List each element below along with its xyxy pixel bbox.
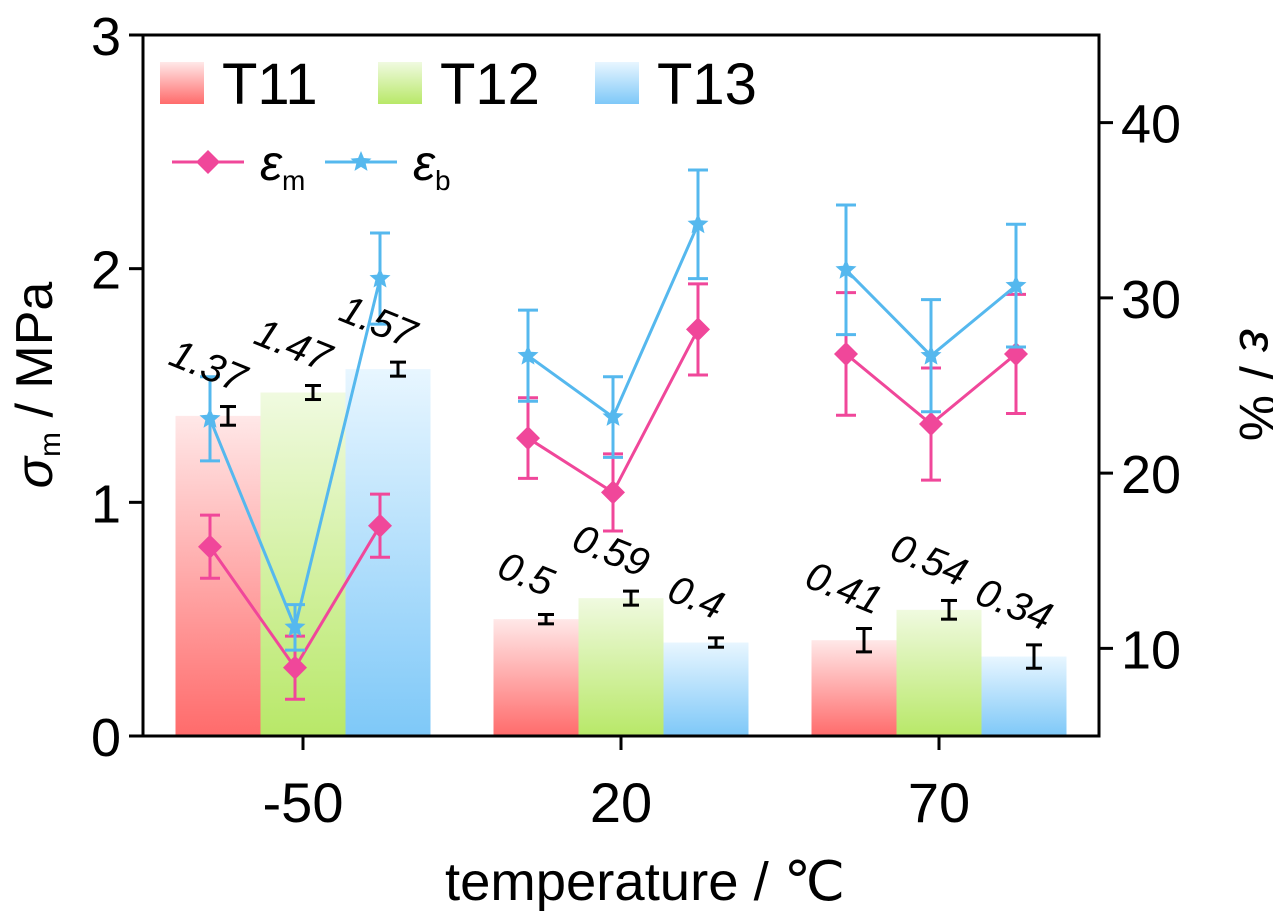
- y-right-tick-label: 20: [1121, 445, 1181, 505]
- y-right-title-main: ε: [1228, 329, 1273, 353]
- bar-value-label: 1.57: [334, 287, 424, 358]
- bar-value-label: 0.59: [567, 516, 656, 586]
- lines-layer: [198, 168, 1028, 701]
- bar-value-label: 0.54: [885, 525, 974, 595]
- line-point-diamond: [834, 341, 858, 366]
- y-left-tick-label: 1: [91, 474, 121, 534]
- y-axis-left-title: σm / MPa: [6, 282, 67, 489]
- bar-t13-20: [663, 642, 749, 736]
- line-point-diamond: [601, 480, 625, 505]
- line-point-star: [602, 406, 624, 426]
- legend-label-t11: T11: [222, 52, 318, 117]
- x-tick-label: 70: [908, 771, 970, 834]
- bar-t12-20: [578, 598, 664, 736]
- line-point-diamond: [516, 426, 540, 451]
- line-point-star: [199, 407, 221, 428]
- line-point-diamond: [368, 513, 392, 538]
- y-left-tick-label: 3: [91, 7, 121, 67]
- y-axis-right-title: ε / %: [1228, 329, 1273, 441]
- bar-value-label: 0.5: [492, 544, 561, 606]
- legend-label-main: ε: [260, 135, 283, 191]
- bar-t12-70: [896, 609, 982, 736]
- bar-value-label: 0.34: [970, 570, 1059, 640]
- bar-value-label: 0.41: [800, 553, 889, 623]
- bar-t11-70: [811, 640, 897, 736]
- y-left-title-sub: m: [34, 432, 67, 457]
- y-left-title-main: σ: [6, 455, 64, 488]
- y-right-tick-label: 40: [1121, 95, 1181, 155]
- legend-label-main: ε: [413, 135, 436, 191]
- line-point-star: [1005, 274, 1027, 295]
- legend-label-t13: T13: [657, 52, 757, 117]
- x-tick-label: 20: [590, 771, 652, 834]
- line-point-star: [920, 344, 942, 365]
- line-point-diamond: [283, 655, 307, 680]
- line-point-star: [835, 258, 857, 279]
- legend-marker-diamond: [196, 150, 220, 174]
- bar-error-layer: [220, 360, 1042, 670]
- x-tick-label: -50: [263, 771, 344, 834]
- bar-value-label: 1.47: [249, 310, 339, 381]
- legend-label-sub: m: [282, 165, 305, 196]
- line-point-diamond: [686, 317, 710, 342]
- legend-label-t12: T12: [440, 52, 540, 117]
- line-point-star: [284, 616, 306, 637]
- y-left-tick-label: 2: [91, 241, 121, 301]
- bar-t13--50: [345, 369, 431, 736]
- line-point-star: [517, 344, 539, 365]
- legend-marker-star: [350, 151, 372, 171]
- legend-swatch-t11: [160, 62, 204, 104]
- bar-value-label: 0.4: [662, 567, 730, 629]
- legend-swatch-t13: [595, 62, 639, 104]
- y-right-tick-label: 10: [1121, 620, 1181, 680]
- bars-layer: [175, 369, 1067, 736]
- line-point-diamond: [198, 534, 222, 559]
- line-point-star: [687, 213, 709, 234]
- y-left-tick-label: 0: [91, 708, 121, 768]
- bar-t13-70: [981, 656, 1067, 736]
- legend-label-eps-m: εm: [260, 135, 305, 196]
- y-right-title-unit: / %: [1228, 352, 1273, 442]
- legend-label-eps-b: εb: [413, 135, 451, 196]
- line-point-diamond: [919, 412, 943, 437]
- bar-t12--50: [260, 392, 346, 736]
- y-left-title-unit: / MPa: [6, 282, 64, 432]
- axes-layer: 0 1 2 3 10 20 30 40 -50 20 70: [91, 7, 1181, 834]
- line-point-star: [369, 267, 391, 288]
- bar-t11-20: [493, 619, 579, 736]
- x-axis-title: temperature / ℃: [445, 852, 845, 912]
- legend-swatch-t12: [378, 62, 422, 104]
- bar-t11--50: [175, 415, 261, 736]
- legend-label-sub: b: [435, 165, 451, 196]
- y-right-tick-label: 30: [1121, 270, 1181, 330]
